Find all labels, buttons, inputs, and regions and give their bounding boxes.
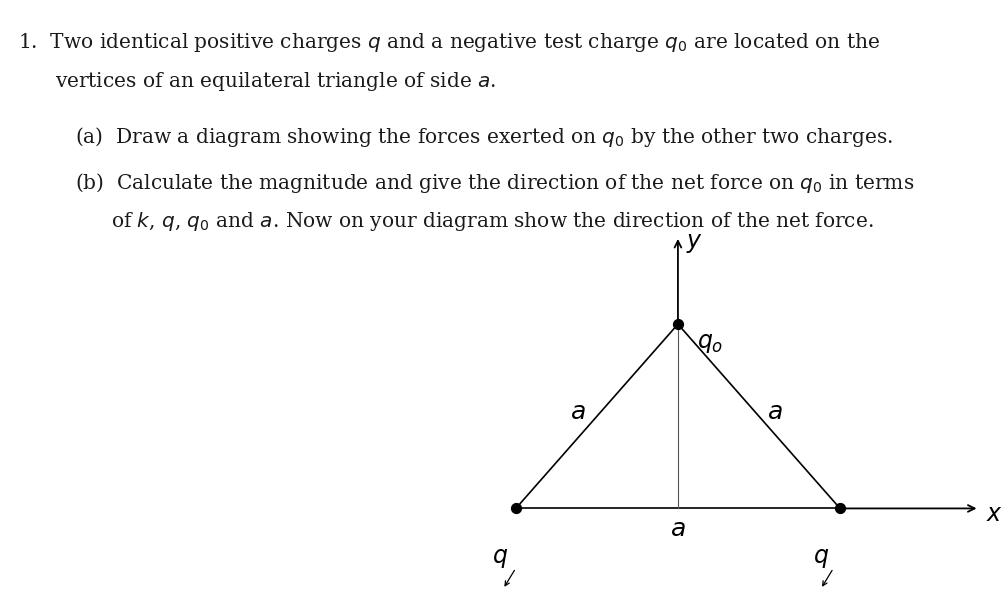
Point xyxy=(832,503,848,513)
Text: (a)  Draw a diagram showing the forces exerted on $q_0$ by the other two charges: (a) Draw a diagram showing the forces ex… xyxy=(75,125,893,149)
Text: $x$: $x$ xyxy=(986,503,1003,526)
Text: $a$: $a$ xyxy=(569,401,585,424)
Text: of $k$, $q$, $q_0$ and $a$. Now on your diagram show the direction of the net fo: of $k$, $q$, $q_0$ and $a$. Now on your … xyxy=(111,210,873,234)
Text: 1.  Two identical positive charges $q$ and a negative test charge $q_0$ are loca: 1. Two identical positive charges $q$ an… xyxy=(18,30,880,54)
Point xyxy=(508,503,524,513)
Text: $q_o$: $q_o$ xyxy=(697,332,723,355)
Text: $q$: $q$ xyxy=(813,547,829,570)
Text: (b)  Calculate the magnitude and give the direction of the net force on $q_0$ in: (b) Calculate the magnitude and give the… xyxy=(75,171,914,195)
Text: $q$: $q$ xyxy=(492,547,508,570)
Point xyxy=(670,319,686,329)
Text: vertices of an equilateral triangle of side $a$.: vertices of an equilateral triangle of s… xyxy=(55,70,497,93)
Text: $a$: $a$ xyxy=(670,518,686,541)
Text: $a$: $a$ xyxy=(768,401,783,424)
Text: $y$: $y$ xyxy=(686,232,703,255)
